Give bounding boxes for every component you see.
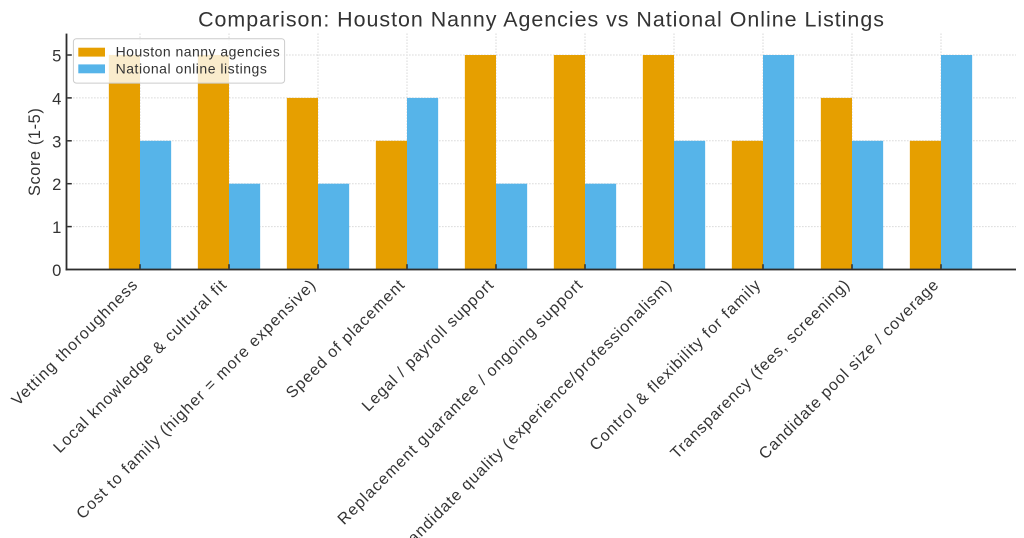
svg-text:5: 5: [52, 47, 61, 66]
svg-text:Candidate pool size / coverage: Candidate pool size / coverage: [756, 276, 943, 463]
svg-text:Control & flexibility for fami: Control & flexibility for family: [587, 276, 765, 454]
svg-text:4: 4: [52, 89, 61, 108]
svg-text:3: 3: [52, 132, 61, 151]
svg-text:Score (1-5): Score (1-5): [26, 108, 44, 196]
svg-text:Houston nanny agencies: Houston nanny agencies: [116, 44, 281, 60]
svg-text:Transparency (fees, screening): Transparency (fees, screening): [668, 276, 854, 462]
svg-text:Comparison: Houston Nanny Agen: Comparison: Houston Nanny Agencies vs Na…: [198, 8, 885, 32]
svg-text:1: 1: [52, 218, 61, 237]
svg-text:0: 0: [52, 261, 61, 280]
svg-text:Local knowledge & cultural fit: Local knowledge & cultural fit: [51, 276, 231, 456]
svg-text:2: 2: [52, 175, 61, 194]
svg-text:National online listings: National online listings: [116, 61, 268, 77]
